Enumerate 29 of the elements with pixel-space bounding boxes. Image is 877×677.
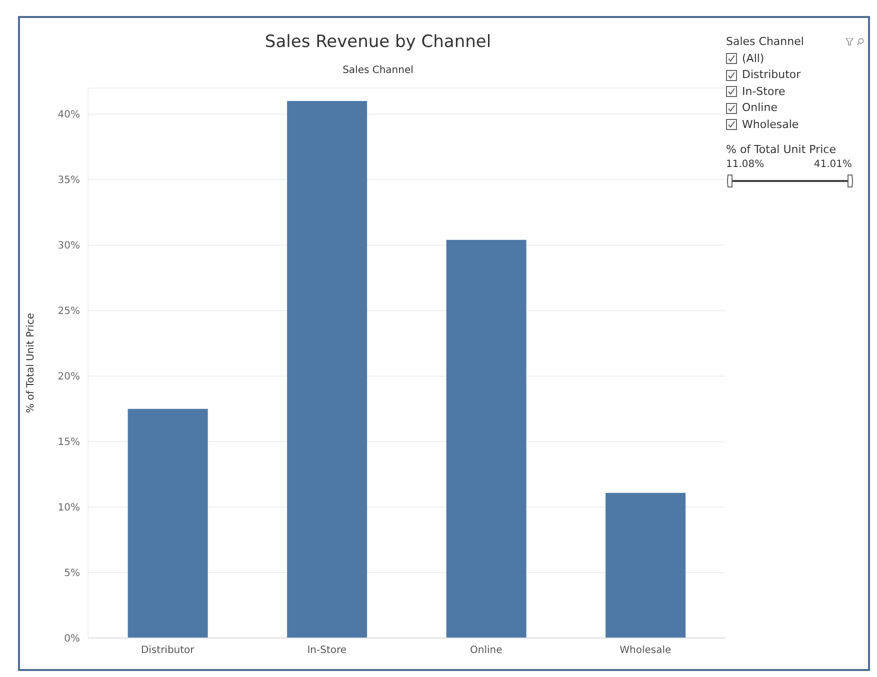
y-tick-label: 0% xyxy=(64,634,80,645)
x-tick-label: Wholesale xyxy=(620,645,672,656)
y-tick-label: 25% xyxy=(58,306,80,318)
y-tick-label: 5% xyxy=(64,568,80,580)
y-tick-label: 10% xyxy=(58,502,80,514)
text: Online xyxy=(742,100,778,116)
x-tick-label: Online xyxy=(470,645,502,656)
y-tick-label: 35% xyxy=(58,175,80,186)
x-tick-label: In-Store xyxy=(307,645,347,656)
y-tick-label: 40% xyxy=(58,110,80,121)
bar xyxy=(606,492,686,638)
bar xyxy=(128,408,208,638)
y-tick-label: 20% xyxy=(58,372,80,383)
text: 11.08% xyxy=(726,158,764,170)
text: Sales Channel xyxy=(726,34,804,50)
y-axis-title: % of Total Unit Price xyxy=(26,313,37,413)
bar xyxy=(287,100,368,638)
y-tick-label: 30% xyxy=(58,240,80,252)
text: In-Store xyxy=(742,84,786,100)
text: % of Total Unit Price xyxy=(726,142,837,158)
text: Distributor xyxy=(742,67,801,83)
text: 41.01% xyxy=(814,158,852,170)
chart-title: Sales Revenue by Channel xyxy=(264,32,492,52)
x-tick-label: Distributor xyxy=(140,645,196,656)
y-tick-label: 15% xyxy=(58,437,80,448)
x-axis-title: Sales Channel xyxy=(342,65,414,76)
bar xyxy=(446,240,526,638)
text: (All) xyxy=(742,50,764,66)
text: Wholesale xyxy=(742,116,799,132)
